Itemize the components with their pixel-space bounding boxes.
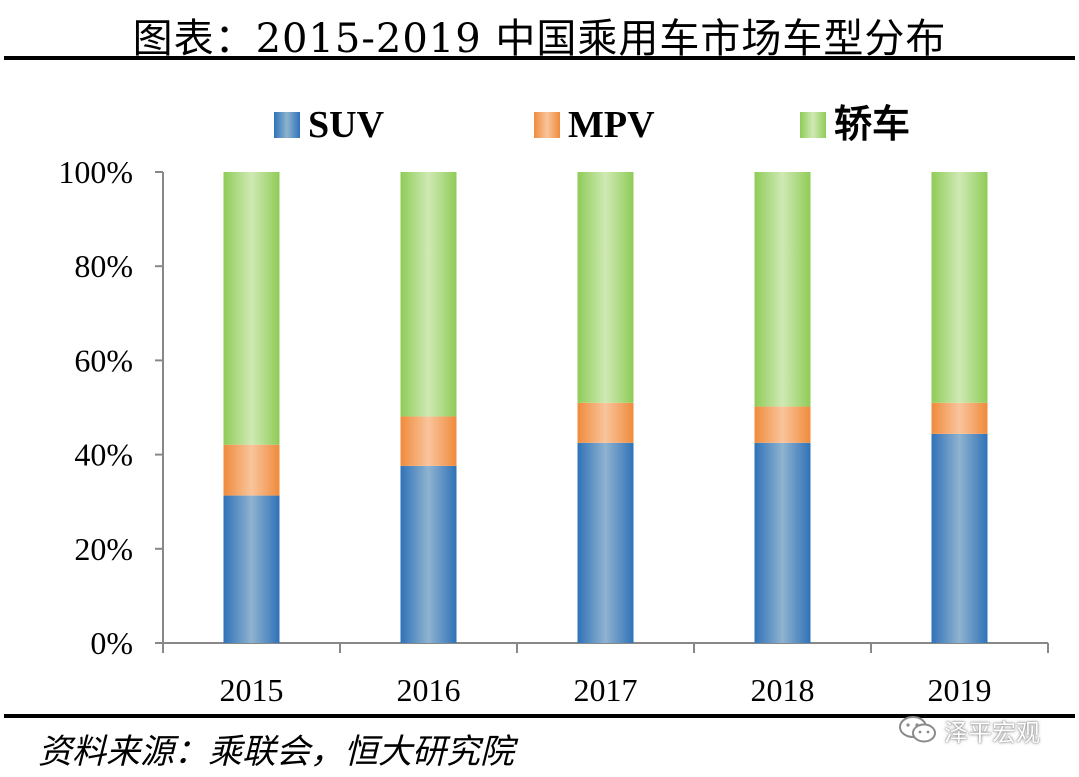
y-tick-label: 40% — [74, 437, 133, 473]
legend-swatch-MPV — [534, 112, 560, 138]
bar-轿车-2015 — [223, 172, 280, 445]
bar-SUV-2019 — [931, 433, 988, 643]
x-tick-label: 2018 — [751, 672, 815, 708]
bottom-rule — [4, 714, 1075, 718]
bar-MPV-2019 — [931, 402, 988, 434]
x-tick-label: 2015 — [220, 672, 284, 708]
legend-swatch-SUV — [274, 112, 300, 138]
bar-轿车-2016 — [400, 172, 457, 417]
legend-swatch-轿车 — [800, 112, 826, 138]
bar-MPV-2017 — [577, 402, 634, 443]
bar-SUV-2017 — [577, 442, 634, 643]
legend-label-MPV: MPV — [568, 104, 655, 146]
x-tick-label: 2019 — [928, 672, 992, 708]
bar-MPV-2018 — [754, 406, 811, 443]
y-tick-label: 20% — [74, 531, 133, 567]
bars — [223, 172, 988, 643]
bar-SUV-2016 — [400, 465, 457, 643]
bar-MPV-2016 — [400, 416, 457, 466]
chart-title: 图表：2015-2019 中国乘用车市场车型分布 — [132, 16, 947, 62]
bar-轿车-2017 — [577, 172, 634, 403]
y-tick-label: 100% — [58, 154, 133, 190]
watermark-text: 泽平宏观 — [944, 718, 1040, 747]
bar-SUV-2015 — [223, 495, 280, 643]
wechat-icon — [899, 716, 936, 743]
source-note: 资料来源：乘联会，恒大研究院 — [38, 732, 514, 772]
bar-MPV-2015 — [223, 444, 280, 496]
bar-轿车-2018 — [754, 172, 811, 407]
legend: SUV MPV 轿车 — [274, 104, 910, 146]
x-tick-label: 2016 — [397, 672, 461, 708]
bar-SUV-2018 — [754, 442, 811, 643]
legend-label-SUV: SUV — [308, 104, 385, 146]
bar-轿车-2019 — [931, 172, 988, 403]
x-tick-label: 2017 — [574, 672, 638, 708]
stacked-bar-chart: SUV MPV 轿车 0% 20% 40% 60% 80% 100% 2015 2016 2017 2… — [58, 104, 1049, 708]
watermark: 泽平宏观 — [898, 710, 1040, 750]
y-tick-label: 0% — [90, 625, 133, 661]
y-tick-label: 60% — [74, 342, 133, 378]
top-rule — [4, 56, 1075, 60]
axes: 0% 20% 40% 60% 80% 100% 2015 2016 2017 2018 2019 — [58, 154, 1049, 708]
y-tick-label: 80% — [74, 248, 133, 284]
legend-label-轿车: 轿车 — [834, 104, 910, 146]
